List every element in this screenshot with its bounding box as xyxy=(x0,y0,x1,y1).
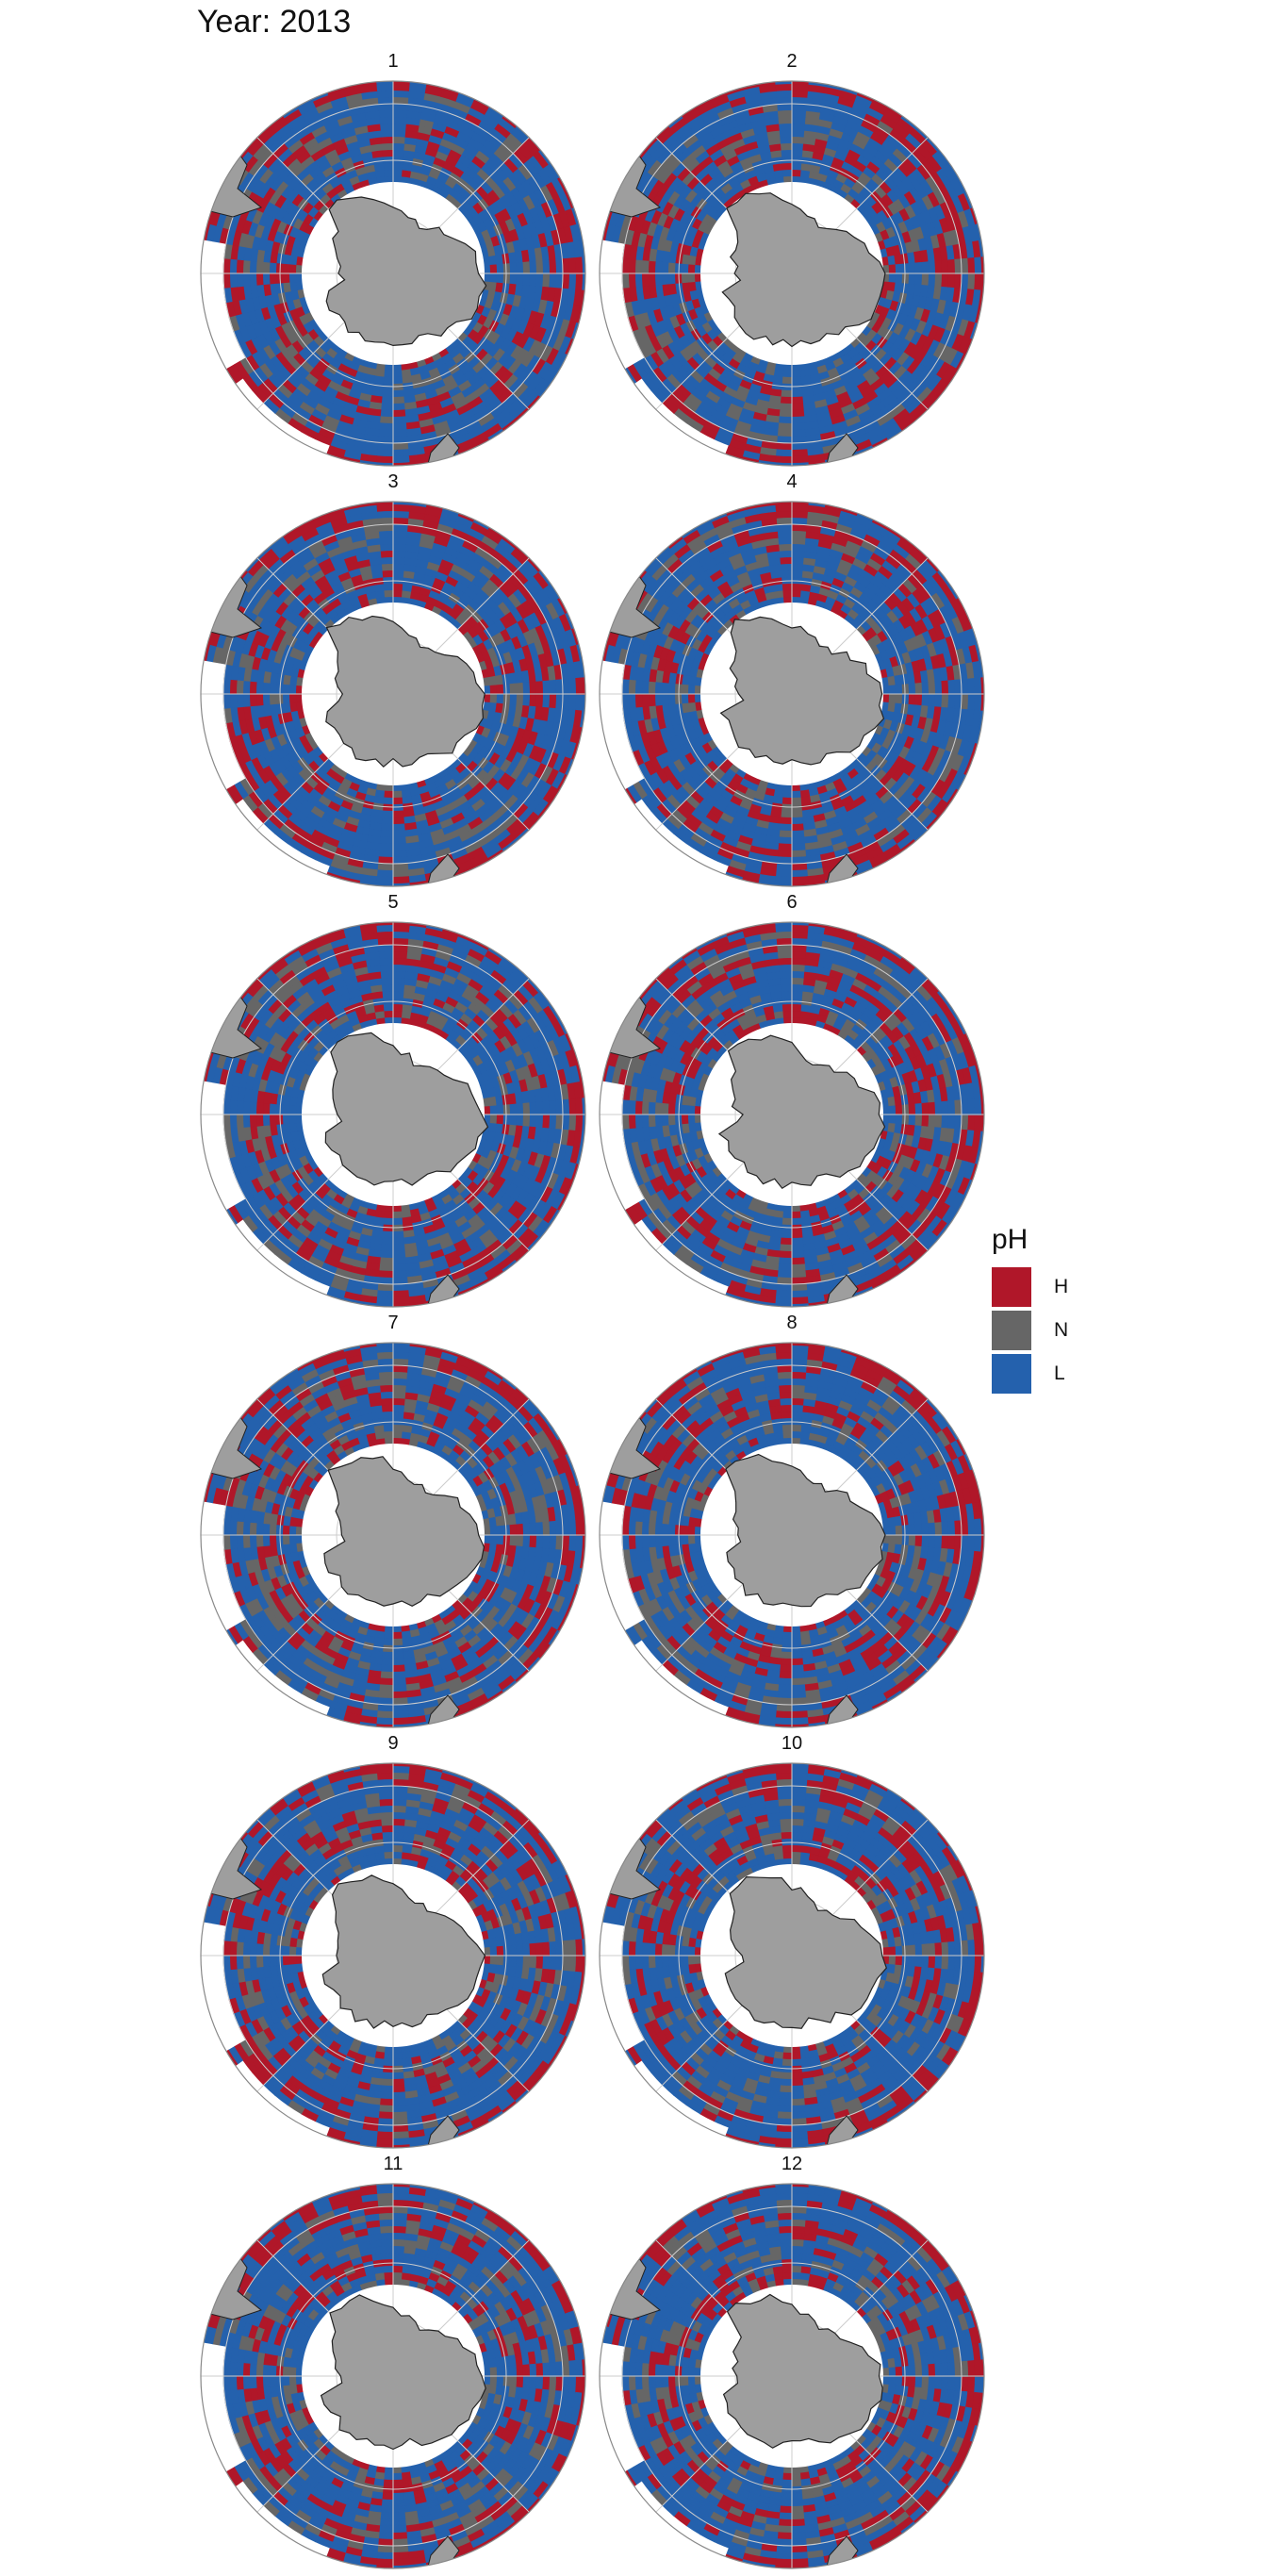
map-panel-11: 11 xyxy=(195,2150,591,2576)
panel-month-label: 11 xyxy=(383,2154,403,2174)
map-panel-1: 1 xyxy=(195,47,591,473)
polar-map xyxy=(200,80,586,467)
legend-item-l: L xyxy=(992,1352,1143,1395)
antarctica-landmass xyxy=(721,192,886,348)
ph-cells xyxy=(201,1763,585,2148)
map-panel-6: 6 xyxy=(594,888,990,1314)
polar-map xyxy=(200,1342,586,1728)
polar-map xyxy=(599,80,985,467)
panel-month-label: 9 xyxy=(387,1733,399,1754)
ph-cells xyxy=(201,502,585,886)
legend-title: pH xyxy=(992,1224,1028,1255)
polar-map xyxy=(200,2183,586,2569)
polar-map xyxy=(200,921,586,1308)
panel-month-label: 2 xyxy=(786,51,798,72)
map-panel-2: 2 xyxy=(594,47,990,473)
map-panel-9: 9 xyxy=(195,1729,591,2155)
page-title: Year: 2013 xyxy=(197,4,352,40)
antarctica-landmass xyxy=(719,616,885,766)
panel-month-label: 5 xyxy=(387,892,399,913)
panel-month-label: 6 xyxy=(786,892,798,913)
map-panel-4: 4 xyxy=(594,468,990,894)
panel-month-label: 7 xyxy=(387,1313,399,1333)
legend-swatch-n xyxy=(992,1311,1031,1350)
legend-swatch-l xyxy=(992,1354,1031,1394)
legend-swatch-h xyxy=(992,1267,1031,1307)
polar-map xyxy=(599,2183,985,2569)
panel-month-label: 8 xyxy=(786,1313,798,1333)
map-panel-7: 7 xyxy=(195,1309,591,1735)
antarctica-landmass xyxy=(324,1032,489,1186)
legend-label-n: N xyxy=(1054,1319,1069,1341)
map-panel-5: 5 xyxy=(195,888,591,1314)
antarctica-landmass xyxy=(717,1034,886,1189)
ph-cells xyxy=(600,1763,984,2148)
ph-cells xyxy=(600,502,984,886)
map-panel-12: 12 xyxy=(594,2150,990,2576)
polar-map xyxy=(599,1342,985,1728)
antarctica-landmass xyxy=(325,615,485,768)
antarctica-landmass xyxy=(722,2293,883,2449)
antarctica-landmass xyxy=(323,1456,485,1607)
polar-map xyxy=(599,501,985,887)
legend-item-h: H xyxy=(992,1265,1143,1309)
ph-cells xyxy=(600,81,984,466)
polar-map xyxy=(200,501,586,887)
map-panel-8: 8 xyxy=(594,1309,990,1735)
legend: pH H N L xyxy=(992,1224,1143,1395)
legend-label-h: H xyxy=(1054,1276,1069,1297)
panel-month-label: 12 xyxy=(781,2154,803,2174)
panel-month-label: 10 xyxy=(781,1733,803,1754)
antarctica-landmass xyxy=(725,1453,886,1608)
panel-month-label: 3 xyxy=(387,471,399,492)
map-panel-10: 10 xyxy=(594,1729,990,2155)
legend-label-l: L xyxy=(1054,1362,1065,1384)
antarctica-landmass xyxy=(325,196,487,347)
polar-map xyxy=(599,921,985,1308)
legend-item-n: N xyxy=(992,1309,1143,1352)
antarctica-landmass xyxy=(724,1875,887,2029)
polar-map xyxy=(599,1762,985,2149)
antarctica-landmass xyxy=(321,1874,486,2029)
antarctica-landmass xyxy=(320,2294,486,2451)
panel-month-label: 4 xyxy=(786,471,798,492)
panel-month-label: 1 xyxy=(387,51,399,72)
map-panel-3: 3 xyxy=(195,468,591,894)
polar-map xyxy=(200,1762,586,2149)
